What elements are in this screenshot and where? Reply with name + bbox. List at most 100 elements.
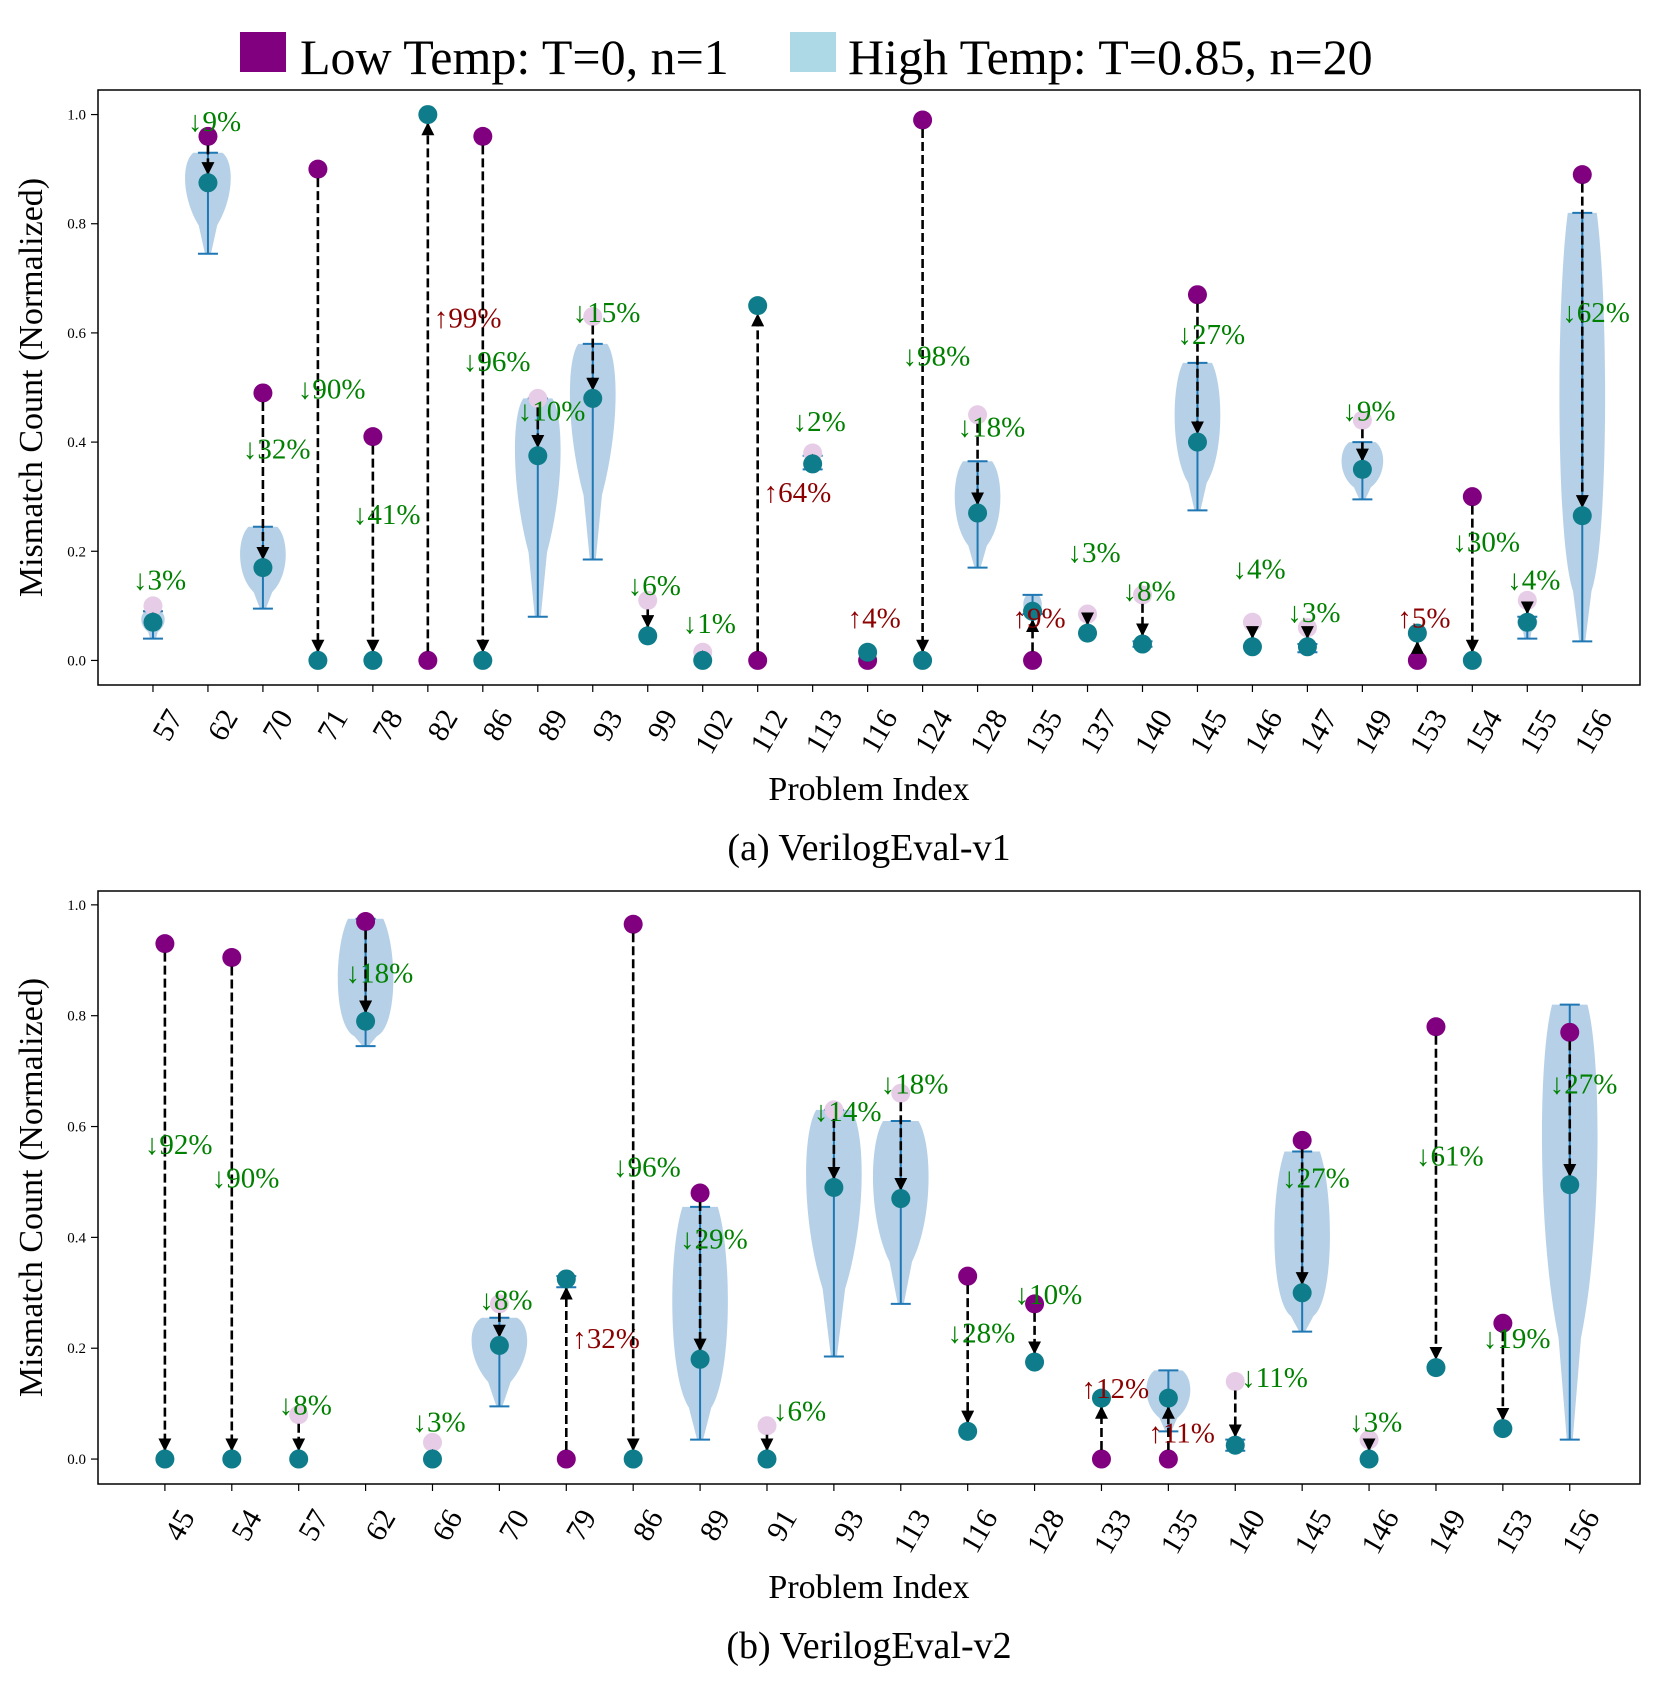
x-tick-label: 93 xyxy=(586,704,630,746)
y-tick-label: 0.0 xyxy=(67,653,86,669)
low-temp-point xyxy=(1407,650,1427,670)
x-tick-label: 70 xyxy=(493,1504,537,1546)
low-temp-point xyxy=(1462,487,1482,507)
y-axis-label: Mismatch Count (Normalized) xyxy=(13,178,50,597)
high-temp-point xyxy=(489,1335,509,1355)
x-tick-label: 135 xyxy=(1154,1504,1205,1559)
change-label: ↓98% xyxy=(903,341,971,373)
high-temp-swatch xyxy=(790,32,836,72)
high-temp-point xyxy=(803,454,823,474)
y-axis-label: Mismatch Count (Normalized) xyxy=(13,978,50,1397)
change-label: ↓8% xyxy=(479,1284,532,1316)
low-temp-legend-label: Low Temp: T=0, n=1 xyxy=(300,29,729,85)
high-temp-point xyxy=(473,650,493,670)
panel-a: 0.0 0.2 0.4 0.6 0.8 1.0 Mismatch Count (Normal… xyxy=(13,89,1641,869)
y-tick-label: 0.8 xyxy=(67,217,86,233)
change-label: ↓30% xyxy=(1452,526,1520,558)
high-temp-legend-label: High Temp: T=0.85, n=20 xyxy=(848,29,1373,85)
panel-title: (a) VerilogEval-v1 xyxy=(727,827,1010,869)
x-tick-label: 66 xyxy=(426,1504,470,1546)
low-temp-point xyxy=(1426,1017,1446,1037)
change-label: ↓28% xyxy=(948,1318,1016,1350)
low-temp-point xyxy=(583,307,603,327)
change-label: ↓18% xyxy=(881,1068,949,1100)
low-temp-swatch xyxy=(240,32,286,72)
change-label: ↓11% xyxy=(1241,1362,1308,1394)
low-temp-point xyxy=(155,934,175,954)
y-tick-label: 0.4 xyxy=(67,1230,86,1246)
low-temp-point xyxy=(913,110,933,130)
x-tick-label: 135 xyxy=(1018,704,1069,759)
high-temp-point xyxy=(1560,1175,1580,1195)
low-temp-point xyxy=(623,914,643,934)
high-temp-point xyxy=(222,1449,242,1469)
x-tick-label: 113 xyxy=(887,1504,938,1559)
low-temp-point xyxy=(356,911,376,931)
change-label: ↓96% xyxy=(613,1151,681,1183)
x-tick-label: 128 xyxy=(963,704,1014,759)
change-label: ↓18% xyxy=(346,957,414,989)
low-temp-point xyxy=(1493,1313,1513,1333)
x-tick-label: 93 xyxy=(827,1504,871,1546)
low-temp-point xyxy=(363,427,383,447)
low-temp-point xyxy=(824,1100,844,1120)
low-temp-point xyxy=(253,383,273,403)
change-label: ↓15% xyxy=(573,297,641,329)
x-tick-label: 70 xyxy=(256,704,300,746)
x-tick-label: 91 xyxy=(760,1504,804,1546)
low-temp-point xyxy=(891,1083,911,1103)
high-temp-point xyxy=(693,650,713,670)
x-tick-label: 116 xyxy=(954,1504,1005,1559)
high-temp-point xyxy=(363,650,383,670)
change-label: ↓62% xyxy=(1562,297,1630,329)
low-temp-point xyxy=(222,948,242,968)
low-temp-point xyxy=(1023,650,1043,670)
x-tick-label: 86 xyxy=(476,704,520,746)
high-temp-point xyxy=(1297,637,1317,657)
plot-frame xyxy=(97,890,1641,1485)
high-temp-point xyxy=(1359,1449,1379,1469)
x-tick-label: 128 xyxy=(1020,1504,1071,1559)
x-tick-label: 113 xyxy=(799,704,850,759)
high-temp-point xyxy=(623,1449,643,1469)
low-temp-point xyxy=(1225,1371,1245,1391)
high-temp-point xyxy=(1292,1283,1312,1303)
y-tick-label: 0.0 xyxy=(67,1452,86,1468)
x-axis-label: Problem Index xyxy=(768,1569,969,1606)
change-label: ↓27% xyxy=(1177,319,1245,351)
y-tick-label: 0.8 xyxy=(67,1009,86,1025)
low-temp-point xyxy=(308,159,328,179)
x-tick-label: 99 xyxy=(641,704,685,746)
x-tick-label: 86 xyxy=(626,1504,670,1546)
change-label: ↓90% xyxy=(298,373,366,405)
change-label: ↓3% xyxy=(1068,537,1121,569)
x-tick-label: 62 xyxy=(201,704,245,746)
high-temp-point xyxy=(356,1011,376,1031)
y-tick-label: 0.4 xyxy=(67,435,86,451)
high-temp-point xyxy=(1572,506,1592,526)
low-temp-point xyxy=(289,1405,309,1425)
high-temp-point xyxy=(528,446,548,466)
change-label: ↓10% xyxy=(518,395,586,427)
panel-title: (b) VerilogEval-v2 xyxy=(726,1625,1011,1667)
x-tick-label: 112 xyxy=(744,704,795,759)
change-label: ↓96% xyxy=(463,346,531,378)
high-temp-point xyxy=(824,1178,844,1197)
change-label: ↑4% xyxy=(848,603,901,635)
high-temp-point xyxy=(690,1349,710,1369)
high-temp-point xyxy=(1132,634,1152,654)
high-temp-point xyxy=(155,1449,175,1469)
low-temp-point xyxy=(1091,1449,1111,1469)
x-tick-label: 116 xyxy=(854,704,905,759)
change-label: ↓3% xyxy=(1287,597,1340,629)
low-temp-point xyxy=(1242,612,1262,632)
x-tick-label: 156 xyxy=(1568,704,1619,759)
high-temp-point xyxy=(1091,1388,1111,1408)
high-temp-point xyxy=(308,650,328,670)
high-temp-point xyxy=(289,1449,309,1469)
x-axis-label: Problem Index xyxy=(768,771,969,808)
low-temp-point xyxy=(1025,1294,1045,1314)
y-tick-label: 0.6 xyxy=(67,1120,86,1136)
x-tick-label: 89 xyxy=(693,1504,737,1546)
x-tick-label: 155 xyxy=(1513,704,1564,759)
